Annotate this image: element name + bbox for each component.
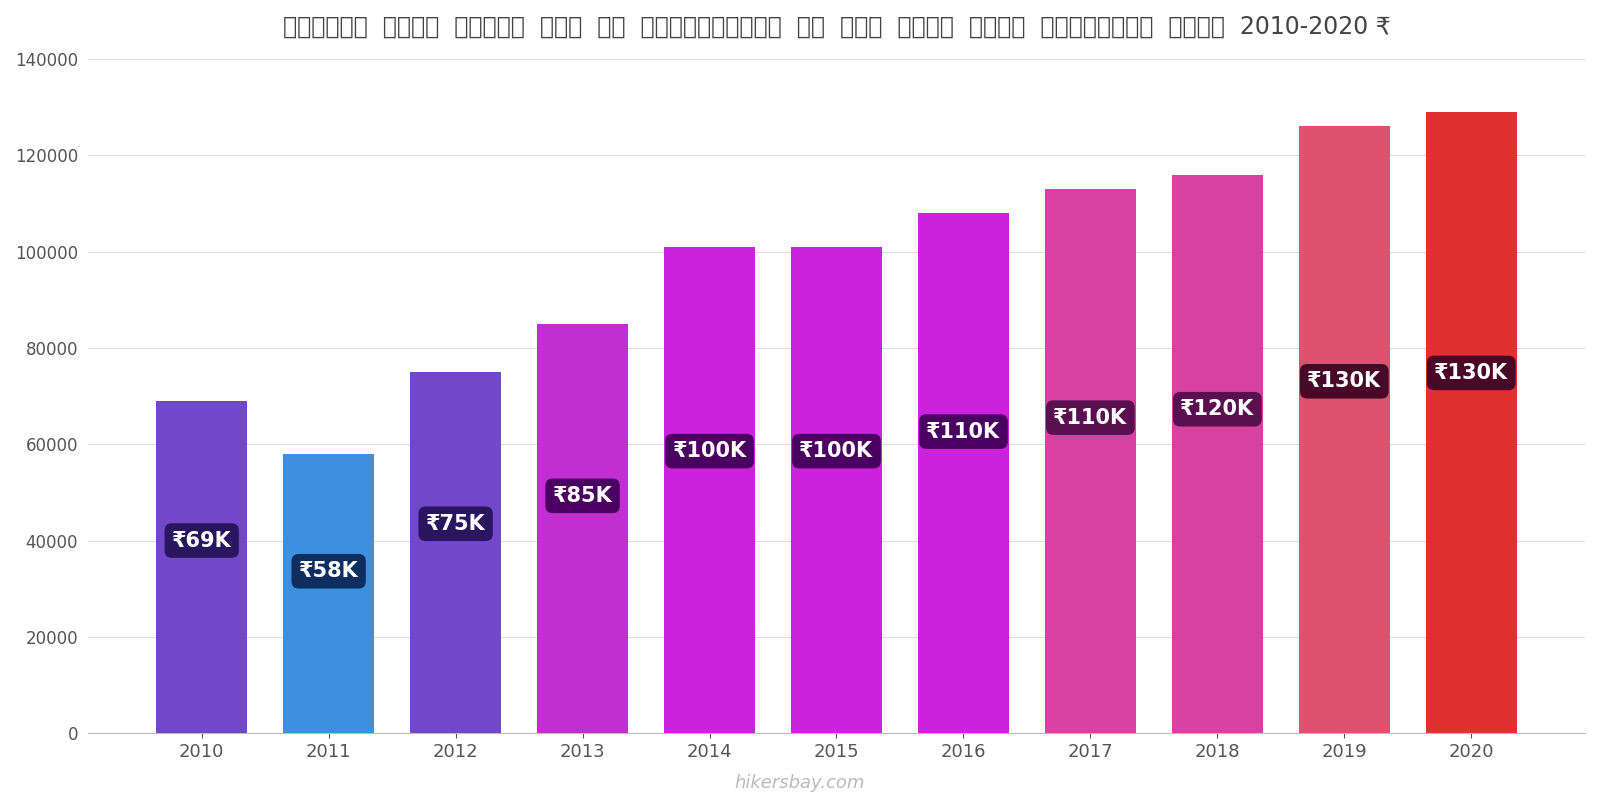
Text: ₹130K: ₹130K [1307,371,1381,391]
Bar [157,401,248,734]
Bar [410,372,501,734]
Title: बंगलौर  सिटी  सेंटर  में  एक  अपार्टमेंट  के  लिए  कीमत  प्रि  स्क्वायर  मीटर  2: बंगलौर सिटी सेंटर में एक अपार्टमेंट के ल… [283,15,1390,39]
Bar [538,324,629,734]
Text: ₹110K: ₹110K [926,422,1000,442]
Text: ₹110K: ₹110K [1053,408,1128,428]
Bar [283,454,374,734]
Text: ₹69K: ₹69K [171,530,232,550]
Text: ₹75K: ₹75K [426,514,485,534]
Bar [1045,189,1136,734]
Text: ₹120K: ₹120K [1181,399,1254,419]
Text: ₹130K: ₹130K [1434,363,1509,383]
Text: ₹85K: ₹85K [552,486,613,506]
Bar [1299,126,1390,734]
Text: ₹100K: ₹100K [672,441,747,461]
Text: hikersbay.com: hikersbay.com [734,774,866,792]
Bar [790,247,882,734]
Bar [918,213,1010,734]
Bar [664,247,755,734]
Bar [1171,174,1262,734]
Text: ₹58K: ₹58K [299,562,358,582]
Text: ₹100K: ₹100K [800,441,874,461]
Bar [1426,112,1517,734]
